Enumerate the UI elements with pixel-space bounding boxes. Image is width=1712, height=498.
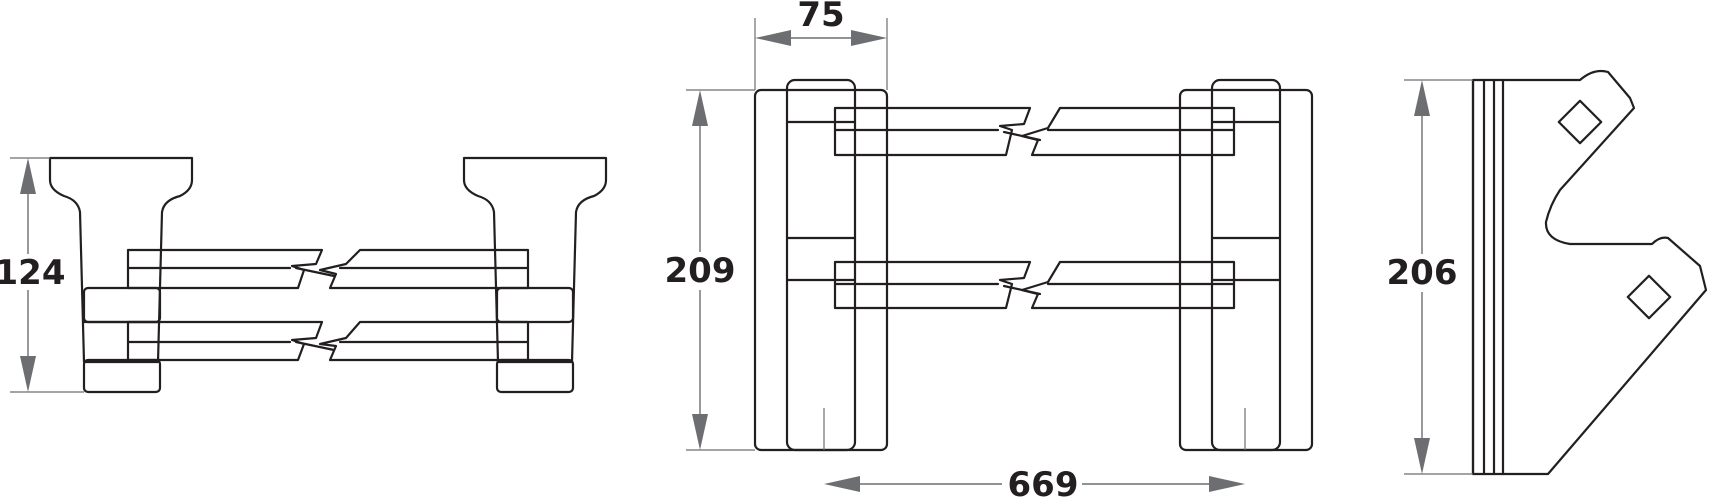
- dimension-669: 669: [824, 464, 1245, 498]
- front-left-upright-inner: [785, 78, 857, 452]
- front-lower-bar-left: [833, 260, 1032, 310]
- dimension-124: 124: [0, 157, 84, 393]
- bracket-view: [1471, 69, 1708, 476]
- side-right-bracket: [462, 156, 608, 364]
- front-upper-bar-right: [1020, 106, 1236, 157]
- side-left-bracket: [48, 156, 194, 364]
- bracket-upper-hole: [1557, 99, 1603, 145]
- dimension-206: 206: [1386, 79, 1473, 475]
- front-lower-bar-right: [1020, 260, 1236, 310]
- dim-label-75: 75: [797, 0, 844, 35]
- dimension-209: 209: [664, 89, 755, 451]
- front-right-upright-outer: [1178, 88, 1314, 452]
- bracket-lower-hole: [1626, 274, 1672, 320]
- dim-label-124: 124: [0, 253, 65, 293]
- front-left-upright-outer: [753, 88, 889, 452]
- dim-label-206: 206: [1387, 253, 1458, 293]
- dim-label-669: 669: [1008, 465, 1079, 498]
- side-right-end-cap-top: [495, 286, 575, 324]
- side-upper-bar-right: [318, 248, 530, 290]
- front-right-upright-inner: [1210, 78, 1282, 452]
- bracket-plate: [1471, 69, 1708, 476]
- dim-label-209: 209: [665, 251, 736, 291]
- side-upper-bar-left: [126, 248, 324, 290]
- side-left-end-cap-top: [82, 286, 162, 324]
- front-view: [753, 78, 1314, 452]
- bracket-base-edge: [1471, 78, 1505, 476]
- dimension-75: 75: [754, 0, 888, 90]
- side-right-end-cap-bottom: [495, 358, 575, 394]
- side-lower-bar-right: [318, 320, 530, 362]
- side-left-end-cap-bottom: [82, 358, 162, 394]
- side-lower-bar-left: [126, 320, 324, 362]
- front-upper-bar-left: [833, 106, 1032, 157]
- side-view: [48, 156, 608, 394]
